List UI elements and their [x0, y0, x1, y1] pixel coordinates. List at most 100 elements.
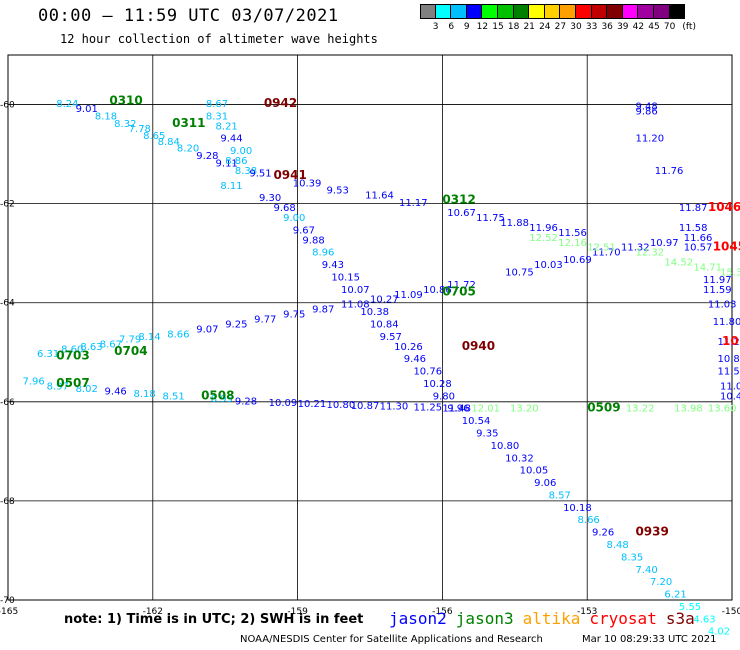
wave-height-label: 8.65 [143, 131, 165, 142]
legend-swatch [653, 4, 670, 19]
satellite-jason2: jason2 [389, 609, 447, 628]
wave-height-label: 9.11 [216, 158, 238, 169]
wave-height-label: 10.67 [447, 208, 476, 219]
legend-swatch [544, 4, 561, 19]
wave-height-label: 8.63 [80, 342, 102, 353]
pass-time-label: 0509 [587, 401, 620, 415]
wave-height-label: 11.25 [413, 403, 442, 414]
wave-height-label: 10.07 [341, 285, 370, 296]
wave-height-label: 8.24 [56, 99, 78, 110]
wave-height-label: 7.79 [119, 334, 141, 345]
wave-height-label: 8.18 [133, 389, 155, 400]
lon-tick-label: -153 [577, 607, 597, 617]
lat-tick-label: -66 [0, 398, 15, 408]
footer-note: note: 1) Time is in UTC; 2) SWH is in fe… [64, 612, 364, 627]
wave-height-label: 9.46 [404, 354, 426, 365]
lat-tick-label: -62 [0, 200, 15, 210]
wave-height-label: 12.51 [587, 243, 616, 254]
lon-tick-label: -156 [432, 607, 453, 617]
wave-height-label: 11.23 [718, 337, 740, 348]
wave-height-label: 13.98 [674, 404, 703, 415]
wave-height-label: 9.88 [302, 235, 324, 246]
wave-height-label: 8.48 [607, 540, 629, 551]
wave-height-label: 9.77 [254, 315, 276, 326]
legend-swatch [466, 4, 483, 19]
pass-time-label: 10 [722, 334, 739, 348]
wave-height-label: 10.27 [370, 295, 399, 306]
wave-height-label: 8.97 [47, 381, 69, 392]
legend-tick: 24 [539, 22, 551, 32]
pass-time-label: 0310 [109, 94, 142, 108]
wave-height-label: 8.32 [114, 119, 136, 130]
lon-tick-label: -162 [143, 607, 163, 617]
wave-height-label: 11.32 [621, 243, 650, 254]
pass-time-label: 0941 [273, 168, 306, 182]
wave-height-label: 13.22 [626, 404, 655, 415]
wave-height-label: 11.72 [447, 280, 476, 291]
page-title: 00:00 – 11:59 UTC 03/07/2021 [38, 6, 339, 26]
wave-height-label: 11.30 [380, 402, 409, 413]
wave-height-label: 8.51 [162, 391, 184, 402]
wave-height-label: 11.97 [703, 275, 732, 286]
pass-time-label: 0704 [114, 344, 147, 358]
pass-time-label: 0940 [462, 339, 495, 353]
wave-height-label: 8.11 [220, 181, 242, 192]
lon-tick-label: -150 [722, 607, 740, 617]
wave-height-label: 8.38 [235, 166, 257, 177]
wave-height-label: 9.86 [635, 106, 657, 117]
wave-height-label: 9.67 [293, 225, 315, 236]
legend-swatch [622, 4, 639, 19]
legend-tick: 30 [570, 22, 582, 32]
wave-height-label: 9.68 [273, 203, 295, 214]
wave-height-label: 6.31 [37, 349, 59, 360]
wave-height-label: 5.55 [679, 602, 701, 613]
wave-height-label: 11.03 [720, 381, 740, 392]
wave-height-label: 10.69 [563, 255, 592, 266]
wave-height-label: 11.75 [476, 213, 505, 224]
wave-height-label: 9.53 [327, 186, 349, 197]
pass-time-label: 0705 [442, 284, 475, 298]
pass-time-label: 0507 [56, 376, 89, 390]
wave-height-label: 10.97 [650, 238, 679, 249]
wave-height-label: 10.76 [413, 367, 442, 378]
wave-height-label: 10.18 [563, 503, 592, 514]
wave-height-label: 10.38 [360, 307, 389, 318]
wave-height-label: 7.20 [650, 577, 672, 588]
wave-height-label: 8.18 [95, 111, 117, 122]
pass-time-label: 0939 [635, 525, 668, 539]
wave-height-label: 9.48 [635, 102, 657, 113]
legend-tick: 70 [663, 22, 676, 32]
wave-height-label: 8.66 [167, 329, 189, 340]
legend-swatch [513, 4, 530, 19]
wave-height-label: 11.59 [703, 285, 732, 296]
wave-height-label: 9.30 [259, 193, 281, 204]
wave-height-label: 10.39 [293, 178, 322, 189]
wave-height-label: 11.87 [679, 203, 708, 214]
wave-height-label: 9.51 [249, 168, 271, 179]
wave-height-label: 9.46 [105, 386, 127, 397]
legend-swatch [575, 4, 592, 19]
pass-time-label: 0942 [264, 96, 297, 110]
wave-height-label: 9.00 [230, 146, 252, 157]
wave-height-label: 8.02 [76, 384, 98, 395]
wave-height-label: 9.28 [235, 396, 257, 407]
wave-height-label: 4.02 [708, 627, 730, 638]
wave-height-label: 9.26 [592, 528, 614, 539]
wave-height-label: 9.80 [433, 391, 455, 402]
wave-height-label: 9.57 [380, 332, 402, 343]
wave-height-label: 11.96 [529, 223, 558, 234]
wave-height-label: 12.01 [471, 404, 500, 415]
legend-swatch [560, 4, 576, 19]
wave-height-label: 9.44 [220, 134, 242, 145]
wave-height-label: 10.57 [684, 243, 713, 254]
wave-height-label: 13.60 [708, 404, 737, 415]
satellite-s3a: s3a [665, 609, 695, 628]
wave-height-label: 9.43 [322, 260, 344, 271]
pass-time-label: 0703 [56, 349, 89, 363]
wave-height-label: 11.55 [718, 367, 740, 378]
wave-height-label: 11.76 [655, 166, 684, 177]
wave-height-label: 11.17 [399, 198, 428, 209]
wave-height-label: 10.03 [534, 260, 563, 271]
legend-swatch [420, 4, 436, 19]
